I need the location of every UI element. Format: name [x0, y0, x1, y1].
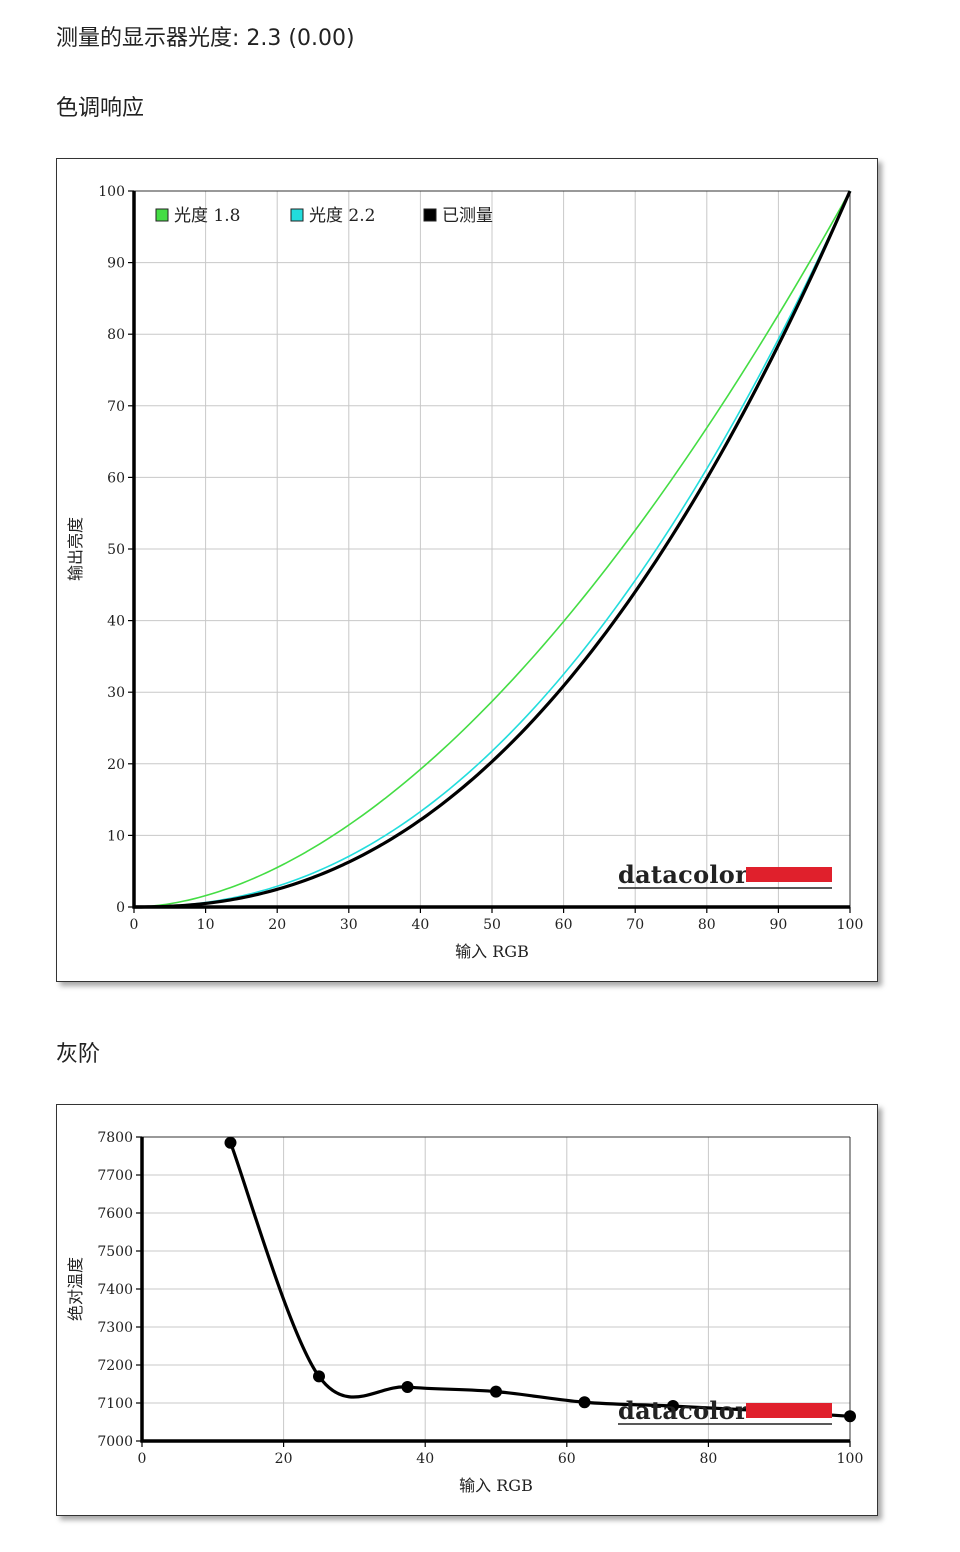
data-point-2-3 — [490, 1385, 502, 1398]
y-axis-title: 输出亮度 — [66, 517, 85, 581]
data-point-2-2 — [401, 1381, 414, 1394]
x-tick-label: 70 — [626, 917, 644, 933]
measured-gamma-line: 测量的显示器光度: 2.3 (0.00) — [56, 20, 355, 52]
data-point-2-0 — [224, 1136, 237, 1149]
y-tick-label: 60 — [107, 470, 125, 486]
y-tick-label: 7600 — [97, 1206, 133, 1222]
y-tick-label: 0 — [116, 900, 125, 916]
data-point-2-4 — [578, 1396, 591, 1409]
data-point-2-1 — [313, 1370, 325, 1383]
y-tick-label: 100 — [98, 184, 125, 200]
datacolor-logo-bar-2 — [746, 1403, 832, 1418]
y-tick-label: 7700 — [97, 1168, 133, 1184]
grayscale-title: 灰阶 — [56, 1042, 101, 1067]
y-tick-label: 40 — [107, 614, 125, 630]
legend-swatch-0 — [155, 208, 169, 222]
x-tick-label: 50 — [483, 917, 501, 933]
y-axis-title: 绝对温度 — [66, 1257, 85, 1321]
y-tick-label: 20 — [107, 757, 125, 773]
legend-swatch-1 — [290, 208, 304, 222]
data-point-2-5 — [667, 1400, 679, 1413]
x-tick-label: 30 — [340, 917, 358, 933]
datacolor-logo-text-1: datacolor — [618, 860, 748, 889]
series-line-1-0 — [133, 190, 851, 908]
legend-label-0: 光度 1.8 — [174, 206, 240, 226]
y-tick-label: 30 — [107, 685, 125, 701]
y-tick-label: 90 — [107, 256, 125, 272]
x-tick-label: 10 — [197, 917, 215, 933]
x-tick-label: 80 — [699, 1451, 717, 1467]
y-tick-label: 7200 — [97, 1358, 133, 1374]
y-tick-label: 7400 — [97, 1282, 133, 1298]
measured-gamma-value: 2.3 (0.00) — [246, 26, 355, 51]
x-tick-label: 90 — [769, 917, 787, 933]
x-tick-label: 40 — [411, 917, 429, 933]
y-tick-label: 7800 — [97, 1130, 133, 1146]
x-tick-label: 60 — [558, 1451, 576, 1467]
y-tick-label: 7000 — [97, 1434, 133, 1450]
y-tick-label: 70 — [107, 399, 125, 415]
tone-response-chart: datacolor 0 10 20 30 40 50 60 70 80 90 100 0 10 20 30 40… — [66, 184, 864, 961]
x-tick-label: 20 — [268, 917, 286, 933]
legend-swatch-2 — [423, 208, 437, 222]
y-tick-label: 50 — [107, 542, 125, 558]
series-line-2-0 — [229, 1142, 851, 1418]
measured-gamma-label: 测量的显示器光度: — [56, 26, 240, 51]
legend-label-1: 光度 2.2 — [309, 206, 375, 226]
y-tick-label: 7500 — [97, 1244, 133, 1260]
tone-response-panel: datacolor 0 10 20 30 40 50 60 70 80 90 100 0 10 20 30 40… — [56, 158, 878, 982]
grayscale-chart: datacolor 0 20 40 60 80 100 7000 7100 7200 7300 740… — [66, 1130, 864, 1495]
data-point-2-7 — [844, 1410, 856, 1423]
x-tick-label: 20 — [275, 1451, 293, 1467]
series-line-1-2 — [133, 190, 852, 909]
y-tick-label: 10 — [107, 828, 125, 844]
x-tick-label: 0 — [130, 917, 139, 933]
y-tick-label: 80 — [107, 327, 125, 343]
x-axis-title: 输入 RGB — [459, 1476, 533, 1495]
x-axis-title: 输入 RGB — [455, 942, 529, 961]
legend-label-2: 已测量 — [442, 206, 493, 226]
y-tick-label: 7300 — [97, 1320, 133, 1336]
datacolor-logo-bar-1 — [746, 867, 832, 882]
tone-response-title: 色调响应 — [56, 96, 145, 121]
x-tick-label: 60 — [555, 917, 573, 933]
x-tick-label: 40 — [416, 1451, 434, 1467]
y-tick-label: 7100 — [97, 1396, 133, 1412]
x-tick-label: 0 — [138, 1451, 147, 1467]
x-tick-label: 100 — [837, 917, 864, 933]
series-line-1-1 — [133, 190, 851, 908]
grayscale-panel: datacolor 0 20 40 60 80 100 7000 7100 7200 7300 740… — [56, 1104, 878, 1516]
x-tick-label: 80 — [698, 917, 716, 933]
datacolor-logo-text-2: datacolor — [618, 1396, 748, 1425]
x-tick-label: 100 — [837, 1451, 864, 1467]
